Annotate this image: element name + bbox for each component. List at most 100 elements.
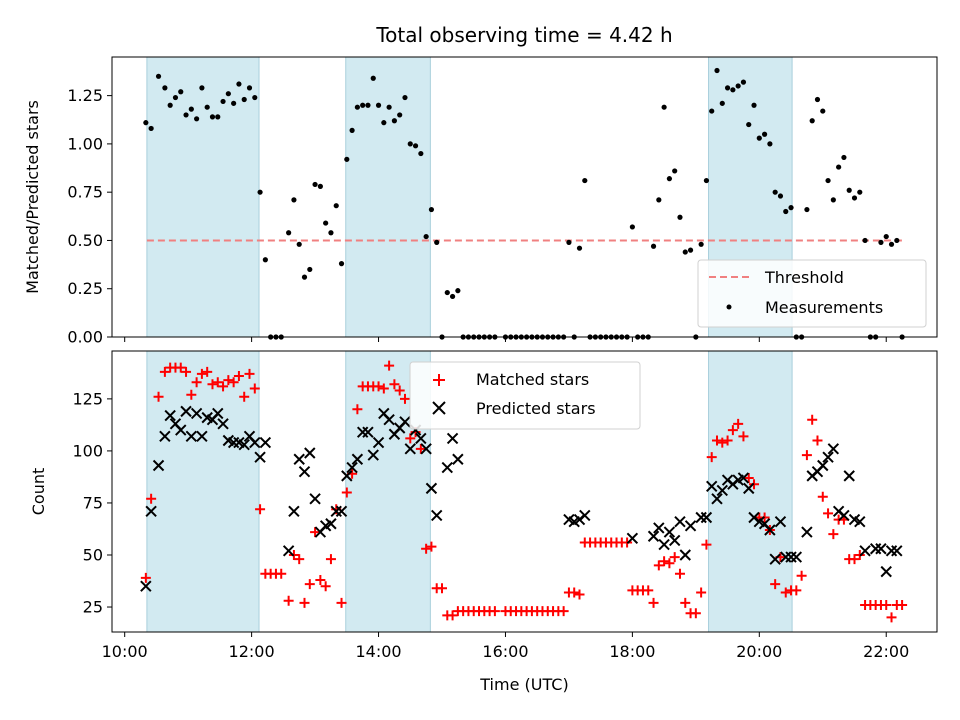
predicted-star-point [346,461,358,474]
measurement-point [312,181,318,188]
predicted-star-point [695,511,707,524]
matched-star-point [294,554,305,565]
measurement-point [746,121,752,128]
matched-star-point [812,435,823,446]
predicted-star-point [404,443,416,455]
matched-star-point [212,377,223,388]
predicted-star-point [452,453,464,465]
predicted-star-point [259,436,272,449]
measurement-point [391,118,398,124]
predicted-star-point [293,453,305,465]
matched-star-point [191,377,202,388]
predicted-star-point [790,551,803,563]
measurement-point [878,239,884,245]
matched-star-point [717,437,728,448]
measurement-point [370,75,376,81]
matched-star-point [196,368,207,379]
predicted-star-point [885,545,898,557]
predicted-star-point [446,432,459,445]
predicted-star-point [668,534,681,547]
predicted-star-point [743,482,755,495]
y-axis-ticks-top: 0.00 0.25 0.50 0.75 1.00 1.25 [67,86,112,347]
measurement-point [291,197,297,203]
predicted-star-point [399,416,411,428]
predicted-star-point [304,447,316,459]
predicted-star-point [817,459,829,472]
predicted-star-point [254,451,266,463]
predicted-star-point [700,511,713,524]
measurement-point [444,289,450,296]
predicted-star-point [764,524,776,536]
measurement-point [236,81,242,87]
measurement-point [301,274,308,280]
matched-star-point [738,431,749,442]
matched-star-point [801,450,812,461]
measurement-point [204,104,210,110]
measurement-point [650,243,657,249]
predicted-star-point [140,580,152,592]
predicted-star-point [859,545,871,557]
predicted-star-point [415,432,427,445]
matched-star-point [696,587,707,598]
measurement-point [709,108,715,114]
measurement-point [751,102,757,108]
measurement-point [788,205,794,211]
matched-star-point [181,366,192,377]
matched-star-point [489,606,500,617]
measurement-point [183,112,189,118]
measurement-point [846,187,852,193]
matched-star-point [674,568,685,579]
predicted-star-point [325,518,337,530]
matched-star-point [310,527,321,538]
predicted-star-point [383,413,395,426]
predicted-star-point [663,526,676,538]
measurement-point [629,224,635,230]
measurement-point [360,102,366,108]
measurement-point [262,257,268,263]
predicted-star-point [196,430,208,443]
matched-star-point [140,572,151,583]
predicted-star-point [441,461,453,474]
predicted-star-point [145,505,157,517]
matched-star-point [886,612,897,623]
measurement-point [767,141,773,147]
matched-star-point [447,610,458,621]
legend-box-top [697,259,927,328]
matched-star-point [228,377,239,388]
top-panel: 0.00 0.25 0.50 0.75 1.00 1.25 Total observing… [23,23,938,347]
matched-star-point [727,425,738,436]
matched-star-point [669,552,680,563]
measurement-point [172,94,179,101]
observing-interval [146,56,260,338]
matched-star-point [643,585,654,596]
measurement-point [730,87,736,93]
measurement-point [246,85,253,91]
matched-star-point [394,385,405,396]
predicted-star-point [679,549,691,561]
bottom-panel: 25 50 75 100 125 10:00 12:00 14:00 16:00 18:00 20… [29,350,938,694]
measurement-point [719,100,725,106]
matched-star-point [653,560,664,571]
measurement-point [386,104,392,110]
measurement-point [857,189,863,195]
measurement-point [344,156,350,162]
predicted-star-point [711,493,723,505]
matched-star-point [712,435,722,446]
measurement-point [241,96,247,103]
measurement-point [194,116,200,122]
measurement-point [178,89,184,95]
matched-star-point [146,493,157,504]
measurement-point [296,241,302,247]
measurement-point [894,237,900,244]
measurement-point [333,203,339,209]
matched-star-point [897,599,908,610]
matched-star-point [320,581,331,592]
measurement-point [862,237,868,244]
matched-star-point [733,418,744,429]
measurement-point [735,83,741,89]
predicted-star-point [801,526,813,538]
y-tick-label: 25 [83,598,103,617]
measurement-point [397,112,403,118]
predicted-star-point [843,470,855,482]
